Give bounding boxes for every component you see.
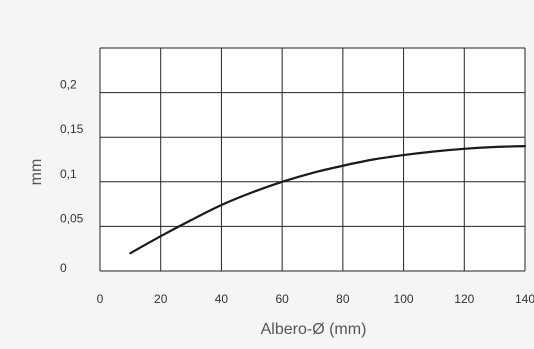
x-tick-label-20: 20 [154, 292, 168, 306]
series-line-0 [129, 145, 527, 255]
y-tick-label-0_1: 0,1 [60, 167, 77, 181]
x-tick-label-120: 120 [454, 292, 474, 306]
x-tick-label-40: 40 [215, 292, 229, 306]
x-tick-label-0: 0 [97, 292, 104, 306]
series-layer [129, 145, 527, 255]
plot-area [100, 48, 525, 271]
y-tick-labels: 0 0,05 0,1 0,15 0,2 [60, 78, 84, 275]
x-tick-label-80: 80 [336, 292, 350, 306]
y-axis-label: mm [28, 159, 45, 186]
x-tick-label-140: 140 [515, 292, 534, 306]
x-axis-label: Albero-Ø (mm) [261, 321, 367, 338]
y-tick-label-0_15: 0,15 [60, 122, 84, 136]
y-tick-label-0_05: 0,05 [60, 211, 84, 225]
x-tick-labels: 0 20 40 60 80 100 120 140 [97, 292, 534, 306]
y-tick-label-0_2: 0,2 [60, 78, 77, 92]
y-tick-label-0: 0 [60, 261, 67, 275]
x-tick-label-100: 100 [394, 292, 414, 306]
vertical-gridlines [99, 48, 526, 271]
horizontal-gridlines [100, 47, 525, 272]
x-tick-label-60: 60 [275, 292, 289, 306]
